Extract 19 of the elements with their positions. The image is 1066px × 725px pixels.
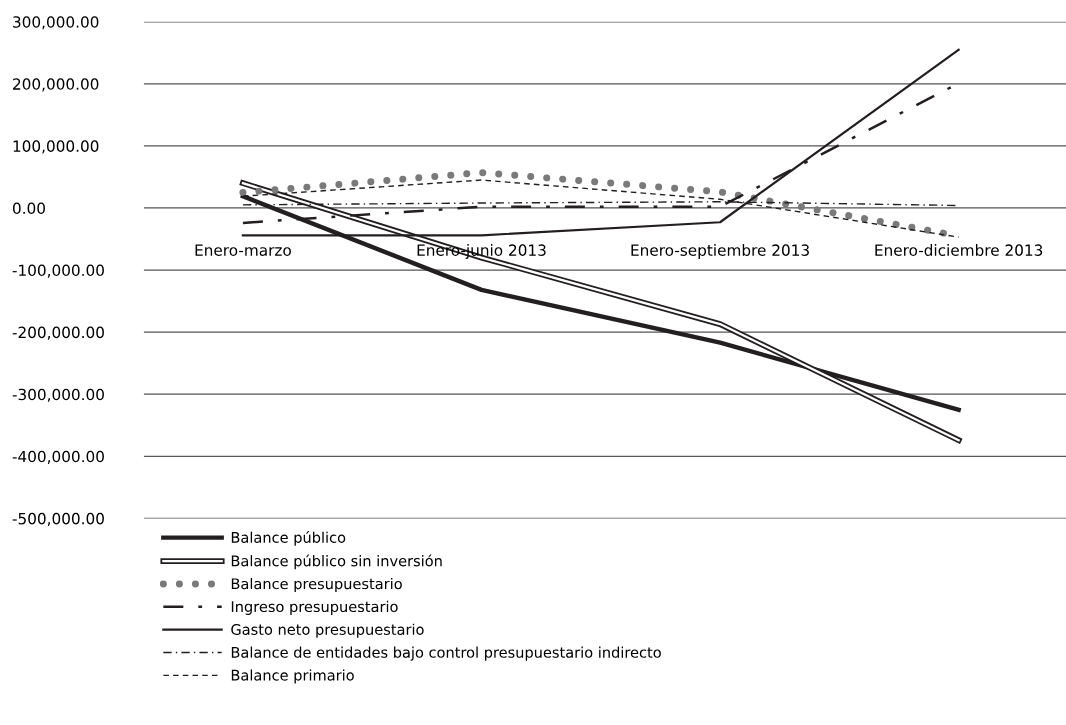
legend-label: Balance de entidades bajo control presupuestario indirecto (231, 646, 661, 661)
y-tick-label: -500,000.00 (12, 512, 104, 526)
y-tick-label: -200,000.00 (12, 326, 104, 340)
x-tick-label: Enero-diciembre 2013 (875, 244, 1043, 256)
legend-label: Gasto neto presupuestario (231, 623, 424, 638)
y-tick-label: 200,000.00 (13, 78, 99, 92)
y-tick-label: 100,000.00 (13, 140, 99, 154)
y-tick-label: -400,000.00 (12, 450, 104, 464)
legend-label: Balance público sin inversión (231, 554, 442, 570)
y-tick-label: 0.00 (12, 202, 45, 215)
x-tick-label: Enero-marzo (195, 244, 291, 256)
legend-label: Balance presupuestario (231, 577, 402, 593)
legend-label: Balance primario (231, 669, 354, 684)
y-tick-label: -300,000.00 (12, 388, 104, 402)
legend-label: Ingreso presupuestario (231, 600, 398, 615)
x-tick-label: Enero-septiembre 2013 (631, 244, 809, 259)
y-tick-label: -100,000.00 (12, 264, 104, 278)
legend-label: Balance público (231, 531, 346, 546)
y-tick-label: 300,000.00 (13, 16, 99, 30)
